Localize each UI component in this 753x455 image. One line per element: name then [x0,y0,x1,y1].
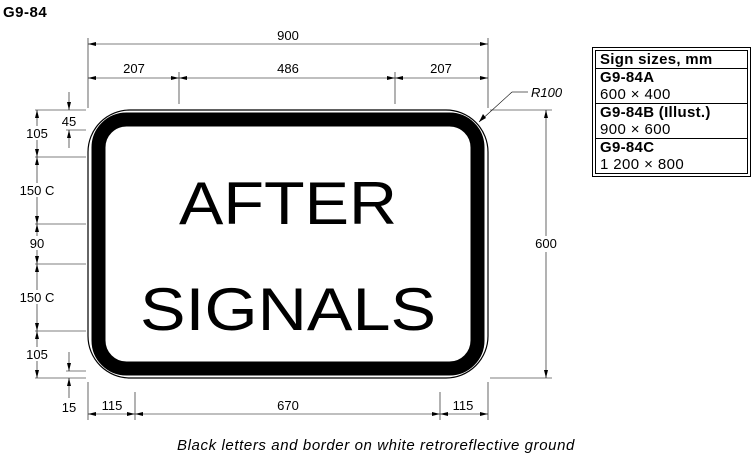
sign-border [91,112,485,376]
sizes-table-row: G9-84B (Illust.) 900 × 600 [596,104,747,139]
dim-text-width: 486 [277,61,299,76]
bottom-dimensions [87,382,489,420]
legend-line-2: SIGNALS [140,276,436,343]
dim-bottom-left: 115 [102,398,123,413]
legend-line-1: AFTER [179,170,397,237]
dim-line2-height: 150 C [20,290,55,305]
size-code: G9-84B (Illust.) [600,104,711,121]
dim-bottom-right: 115 [453,398,474,413]
caption: Black letters and border on white retror… [177,437,575,454]
dim-corner-radius: R100 [531,85,563,100]
dim-bottom-middle: 670 [277,398,299,413]
size-dims: 900 × 600 [600,121,671,138]
size-dims: 1 200 × 800 [600,156,685,173]
dim-right-margin-top: 207 [430,61,452,76]
dim-border-offset-top: 45 [62,114,76,129]
sign-sizes-table: Sign sizes, mm G9-84A 600 × 400 G9-84B (… [592,47,751,177]
dim-top-margin: 105 [26,126,48,141]
dim-overall-height: 600 [535,236,557,251]
sign-outer-edge [87,109,489,379]
size-code: G9-84C [600,139,655,156]
sign-code-title: G9-84 [3,4,47,21]
dim-line-gap: 90 [30,236,44,251]
top-dimensions [87,38,489,108]
dim-border-offset-bottom: 15 [62,400,76,415]
corner-radius-callout: R100 [478,85,563,123]
dim-left-margin-top: 207 [123,61,145,76]
sign-panel: AFTER SIGNALS [87,109,489,379]
sizes-table-row: G9-84C 1 200 × 800 [596,139,747,173]
sizes-table-row: G9-84A 600 × 400 [596,69,747,104]
dim-line1-height: 150 C [20,183,55,198]
dim-overall-width: 900 [277,28,299,43]
dim-bottom-margin: 105 [26,347,48,362]
size-dims: 600 × 400 [600,86,671,103]
size-code: G9-84A [600,69,655,86]
top-arrowheads [88,42,488,80]
sizes-table-header: Sign sizes, mm [596,51,747,69]
